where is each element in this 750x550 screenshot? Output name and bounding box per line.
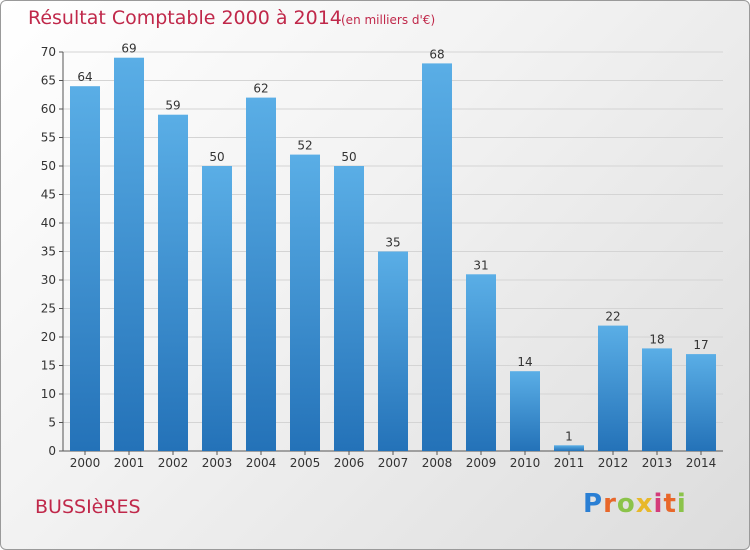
value-label: 52 [297, 139, 312, 153]
y-tick-label: 0 [48, 444, 56, 458]
x-tick-label: 2010 [510, 456, 541, 470]
value-label: 50 [209, 150, 224, 164]
bar-2008 [422, 63, 452, 452]
x-tick-label: 2002 [158, 456, 189, 470]
value-label: 50 [341, 150, 356, 164]
x-tick-label: 2000 [70, 456, 101, 470]
y-tick-label: 15 [41, 359, 56, 373]
x-tick-label: 2009 [466, 456, 497, 470]
bar-2001 [114, 57, 144, 451]
x-tick-label: 2013 [642, 456, 673, 470]
y-tick-label: 30 [41, 273, 56, 287]
y-tick-label: 60 [41, 102, 56, 116]
value-label: 64 [77, 70, 92, 84]
x-tick-label: 2004 [246, 456, 277, 470]
y-tick-label: 40 [41, 216, 56, 230]
y-tick-label: 50 [41, 159, 56, 173]
x-tick-label: 2005 [290, 456, 321, 470]
logo-letter: P [583, 489, 604, 519]
logo-letter: i [676, 489, 687, 519]
y-tick-label: 25 [41, 302, 56, 316]
logo-letter: o [616, 489, 636, 519]
value-label: 59 [165, 99, 180, 113]
value-label: 62 [253, 82, 268, 96]
y-tick-label: 45 [41, 188, 56, 202]
value-label: 17 [693, 338, 708, 352]
value-label: 69 [121, 42, 136, 56]
logo-letter: t [663, 489, 677, 519]
value-label: 35 [385, 236, 400, 250]
value-label: 14 [517, 355, 532, 369]
value-label: 22 [605, 310, 620, 324]
x-tick-label: 2006 [334, 456, 365, 470]
logo-letter: r [603, 489, 617, 519]
bar-2011 [554, 445, 584, 451]
y-tick-label: 10 [41, 387, 56, 401]
logo-letter: x [635, 489, 654, 519]
value-label: 68 [429, 47, 444, 61]
value-label: 31 [473, 258, 488, 272]
y-tick-label: 70 [41, 45, 56, 59]
commune-name: BUSSIèRES [35, 496, 141, 518]
x-tick-label: 2007 [378, 456, 409, 470]
y-tick-label: 55 [41, 131, 56, 145]
proxiti-logo: Proxiti [583, 489, 687, 519]
x-tick-label: 2008 [422, 456, 453, 470]
x-tick-label: 2001 [114, 456, 145, 470]
y-tick-label: 35 [41, 245, 56, 259]
y-tick-label: 65 [41, 74, 56, 88]
x-tick-label: 2012 [598, 456, 629, 470]
bar-2007 [378, 251, 408, 451]
bar-2013 [642, 348, 672, 451]
x-tick-label: 2014 [686, 456, 717, 470]
y-tick-label: 20 [41, 330, 56, 344]
bar-2012 [598, 325, 628, 451]
bar-2010 [510, 371, 540, 451]
bar-2009 [466, 274, 496, 451]
bar-2002 [158, 114, 188, 451]
bar-2003 [202, 166, 232, 451]
x-tick-label: 2011 [554, 456, 585, 470]
y-tick-label: 5 [48, 416, 56, 430]
bar-2005 [290, 154, 320, 451]
bar-2006 [334, 166, 364, 451]
logo-letter: i [653, 489, 664, 519]
chart-unit: (en milliers d'€) [341, 13, 436, 27]
chart-title: Résultat Comptable 2000 à 2014 [28, 7, 342, 29]
bar-2004 [246, 97, 276, 451]
value-label: 18 [649, 332, 664, 346]
bar-2014 [686, 354, 716, 451]
bar-2000 [70, 86, 100, 451]
value-label: 1 [565, 429, 573, 443]
x-tick-label: 2003 [202, 456, 233, 470]
